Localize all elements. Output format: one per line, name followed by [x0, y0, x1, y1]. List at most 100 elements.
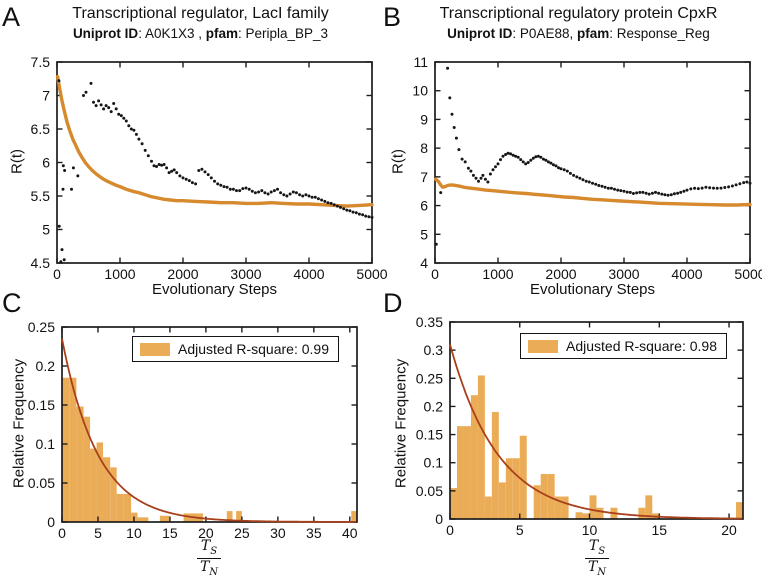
x-tick-label: 15 — [651, 522, 667, 538]
y-tick-label: 0.05 — [28, 475, 55, 491]
histogram-bars — [450, 375, 743, 519]
y-tick-label: 7 — [42, 88, 50, 104]
uniprot-id-value: : P0AE88, — [512, 26, 577, 41]
x-tick-label: 3000 — [230, 266, 261, 282]
fraction-bar — [585, 557, 609, 559]
y-tick-label: 0.15 — [28, 397, 55, 413]
panel-letter-c: C — [2, 288, 22, 318]
y-tick-label: 6.5 — [31, 121, 51, 137]
plot-frame — [61, 326, 358, 523]
fraction-denominator: TN — [199, 558, 219, 578]
axis-ticks: 0 1000 2000 3000 4000 5000 4 5 6 7 8 9 10 11 — [412, 54, 762, 282]
y-tick-label: 4.5 — [31, 255, 51, 271]
fraction-numerator: TS — [200, 538, 218, 557]
x-tick-label: 10 — [582, 522, 598, 538]
x-tick-label: 0 — [431, 266, 439, 282]
y-tick-label: 6 — [420, 198, 428, 214]
y-tick-label: 5 — [420, 226, 428, 242]
x-tick-label: 20 — [198, 525, 214, 541]
x-tick-label: 0 — [446, 522, 454, 538]
y-tick-label: 0 — [47, 514, 55, 530]
y-tick-label: 11 — [413, 54, 428, 70]
y-tick-label: 0.05 — [416, 483, 443, 499]
legend-swatch-icon — [528, 339, 558, 353]
panel-c-x-axis-label: TS TN — [179, 538, 239, 578]
fit-curve — [449, 344, 743, 520]
fraction-denominator: TN — [587, 558, 607, 578]
plot-frame — [449, 321, 744, 520]
x-tick-label: 40 — [342, 525, 358, 541]
x-tick-label: 5000 — [734, 266, 762, 282]
y-tick-label: 0.35 — [416, 314, 443, 330]
uniprot-id-label: Uniprot ID — [447, 26, 513, 41]
panel-c-plot: 0 5 10 15 20 25 30 35 40 0 0.05 0.1 0.15 0.2 0.25 — [28, 319, 358, 541]
rate-line — [55, 75, 374, 208]
x-tick-label: 0 — [58, 525, 66, 541]
x-tick-label: 2000 — [167, 266, 198, 282]
pfam-value: : Response_Reg — [609, 26, 710, 41]
x-tick-label: 5 — [94, 525, 102, 541]
scatter-points — [57, 79, 374, 264]
panel-a-x-axis-label: Evolutionary Steps — [151, 281, 278, 298]
plot-frame — [434, 61, 751, 264]
pfam-label: pfam — [205, 26, 238, 41]
y-tick-label: 0.1 — [424, 455, 444, 471]
fraction-numerator: TS — [588, 538, 606, 557]
y-tick-label: 0.2 — [424, 398, 444, 414]
pfam-value: : Peripla_BP_3 — [238, 26, 329, 41]
panel-c-legend: Adjusted R-square: 0.99 — [132, 336, 339, 362]
panel-c-legend-label: Adjusted R-square: 0.99 — [178, 341, 329, 357]
x-tick-label: 1000 — [482, 266, 513, 282]
axis-ticks: 0 5 10 15 20 0 0.05 0.1 0.15 0.2 0.25 0.3 0.35 — [416, 314, 743, 538]
x-tick-label: 2000 — [545, 266, 576, 282]
y-tick-label: 8 — [420, 140, 428, 156]
fit-curve — [61, 338, 357, 523]
y-tick-label: 9 — [420, 111, 428, 127]
plot-frame — [56, 61, 373, 264]
legend-swatch-icon — [140, 342, 170, 356]
uniprot-id-value: : A0K1X3 , — [138, 26, 206, 41]
panel-d-x-axis-label: TS TN — [567, 538, 627, 578]
x-tick-label: 0 — [53, 266, 61, 282]
x-tick-label: 3000 — [608, 266, 639, 282]
y-tick-label: 5.5 — [31, 188, 51, 204]
y-tick-label: 0.3 — [424, 342, 444, 358]
y-tick-label: 5 — [42, 222, 50, 238]
panel-d-legend: Adjusted R-square: 0.98 — [520, 333, 727, 359]
axis-ticks: 0 1000 2000 3000 4000 5000 4.5 5 5.5 6 6.5 7 7.5 — [31, 54, 388, 282]
panel-b-plot: 0 1000 2000 3000 4000 5000 4 5 6 7 8 9 10 11 — [412, 54, 762, 282]
y-tick-label: 6 — [42, 155, 50, 171]
uniprot-id-label: Uniprot ID — [72, 26, 139, 41]
x-tick-label: 25 — [234, 525, 250, 541]
y-tick-label: 7.5 — [31, 54, 51, 70]
panel-b-x-axis-label: Evolutionary Steps — [529, 281, 656, 298]
panel-letter-b: B — [383, 2, 402, 32]
y-tick-label: 0.25 — [416, 370, 443, 386]
x-tick-label: 4000 — [293, 266, 324, 282]
fraction-bar — [197, 557, 221, 559]
x-tick-label: 5 — [516, 522, 524, 538]
x-tick-label: 1000 — [104, 266, 135, 282]
x-tick-label: 15 — [162, 525, 178, 541]
x-tick-label: 4000 — [671, 266, 702, 282]
y-tick-label: 4 — [420, 255, 428, 271]
y-tick-label: 0.1 — [36, 436, 56, 452]
y-tick-label: 7 — [420, 169, 428, 185]
scatter-points — [434, 66, 752, 246]
panel-a-plot: 0 1000 2000 3000 4000 5000 4.5 5 5.5 6 6.5 7 7.5 — [31, 54, 388, 282]
x-tick-label: 35 — [306, 525, 322, 541]
panel-letter-d: D — [383, 288, 403, 318]
y-tick-label: 0.25 — [28, 319, 55, 335]
pfam-label: pfam — [576, 26, 610, 41]
x-tick-label: 10 — [126, 525, 142, 541]
x-tick-label: 20 — [721, 522, 737, 538]
panel-d-legend-label: Adjusted R-square: 0.98 — [566, 338, 717, 354]
y-tick-label: 0.15 — [416, 427, 443, 443]
y-tick-label: 0.2 — [36, 358, 56, 374]
x-tick-label: 30 — [270, 525, 286, 541]
y-tick-label: 10 — [412, 83, 428, 99]
histogram-bars — [62, 377, 357, 522]
panel-d-plot: 0 5 10 15 20 0 0.05 0.1 0.15 0.2 0.25 0.3 0.35 — [416, 314, 744, 538]
panel-a-subtitle: Uniprot ID: A0K1X3 , pfam: Peripla_BP_3 — [20, 26, 381, 41]
